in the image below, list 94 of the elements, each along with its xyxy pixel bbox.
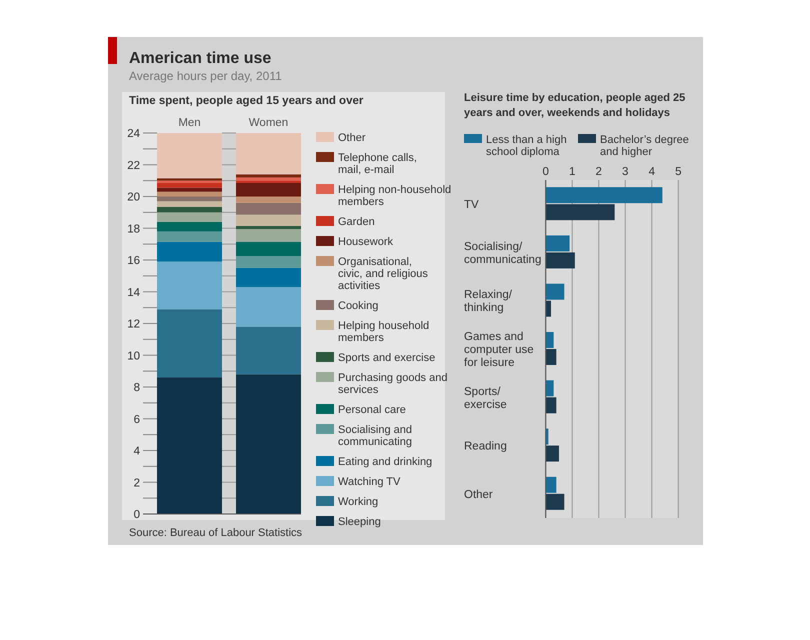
legend-label: Bachelor’s degree and higher [600, 134, 689, 158]
legend-label: Garden [338, 216, 375, 228]
chart-subtitle: Average hours per day, 2011 [129, 69, 282, 83]
y-tick-label: 12 [127, 318, 140, 330]
legend-label: Housework [338, 236, 394, 248]
legend-label: Socialising and communicating [338, 424, 412, 448]
bar [546, 252, 575, 268]
bar [157, 262, 222, 310]
y-tick-label: 4 [134, 446, 141, 458]
y-tick-label: 2 [134, 477, 140, 490]
bar [546, 284, 564, 300]
bar [157, 192, 222, 196]
bar [236, 174, 301, 178]
text: Time spent, people aged 15 years and over [129, 95, 364, 107]
legend-label: Watching TV [338, 476, 402, 488]
y-tick-label: Socialising/ communicating [464, 240, 542, 266]
y-tick-label: 6 [134, 414, 140, 426]
legend-label: Purchasing goods and services [338, 372, 448, 396]
y-tick-label: 24 [127, 128, 141, 140]
legend-label: Cooking [338, 300, 378, 312]
legend-label: Helping household members [338, 320, 430, 344]
bar [236, 256, 301, 268]
legend-label: Working [338, 496, 378, 508]
bar [236, 286, 301, 327]
bar [157, 201, 222, 207]
bar [546, 428, 548, 445]
bar [157, 212, 222, 222]
bar [546, 397, 556, 414]
x-tick-label: 0 [542, 166, 549, 178]
bar [546, 235, 570, 252]
y-tick-label: 0 [134, 509, 140, 521]
x-tick-label: 4 [648, 166, 656, 178]
bar [236, 242, 301, 256]
bar [157, 178, 222, 181]
bar [157, 196, 222, 202]
bar [546, 349, 556, 365]
x-tick-label: Women [248, 117, 288, 129]
y-tick-label: Sports/ exercise [464, 386, 507, 411]
legend-label: Personal care [338, 404, 406, 416]
bar [546, 204, 615, 220]
legend-label: Sports and exercise [338, 352, 436, 364]
bar [546, 494, 564, 510]
y-tick-label: 22 [127, 160, 140, 172]
bar [546, 476, 556, 493]
x-tick-label: 5 [675, 166, 682, 178]
chart-title: American time use [129, 50, 272, 67]
y-tick-label: Relaxing/ thinking [464, 289, 513, 314]
bar [236, 180, 301, 184]
legend-label: Helping non-household members [338, 184, 452, 208]
legend-label: Organisational, civic, and religious activities [338, 256, 428, 292]
bar [236, 226, 301, 230]
bar [236, 133, 301, 174]
bar [546, 446, 559, 462]
bar [157, 206, 222, 212]
bar [236, 326, 301, 374]
bar [236, 177, 301, 181]
y-tick-label: 8 [134, 382, 140, 394]
y-tick-label: Other [464, 488, 493, 501]
x-tick-label: Men [178, 117, 201, 129]
y-tick-label: Reading [464, 440, 507, 453]
legend-label: Other [338, 132, 366, 144]
bar [236, 229, 301, 242]
bar [236, 214, 301, 226]
bar [236, 183, 301, 196]
legend-label: Less than a high school diploma [486, 134, 567, 158]
bar [157, 222, 222, 232]
x-tick-label: 2 [596, 166, 602, 178]
bar [157, 309, 222, 378]
bar [236, 268, 301, 287]
chart-title: Leisure time by education, people aged 25 years and over, weekends and holidays [464, 92, 686, 119]
bar [157, 242, 222, 262]
bar [236, 196, 301, 203]
y-tick-label: TV [464, 199, 480, 212]
x-tick-label: 3 [622, 166, 628, 178]
legend-label: Sleeping [338, 516, 381, 528]
y-tick-label: Games and computer use for leisure [464, 331, 534, 369]
bar [157, 231, 222, 242]
x-tick-label: 1 [569, 166, 576, 178]
source-note: Source: Bureau of Labour Statistics [129, 527, 303, 539]
bar [546, 332, 554, 348]
legend-label: Eating and drinking [338, 456, 432, 468]
legend-label: Telephone calls, mail, e-mail [338, 152, 417, 176]
bar [157, 180, 222, 184]
y-tick-label: 10 [127, 350, 140, 362]
bar [546, 300, 552, 317]
y-tick-label: 16 [127, 255, 140, 267]
y-tick-label: 14 [127, 286, 141, 299]
bar [157, 133, 222, 178]
bar [157, 183, 222, 188]
y-tick-label: 18 [127, 223, 140, 236]
y-tick-label: 20 [127, 192, 140, 204]
bar [236, 202, 301, 215]
bar [546, 380, 554, 396]
bar [546, 187, 662, 204]
